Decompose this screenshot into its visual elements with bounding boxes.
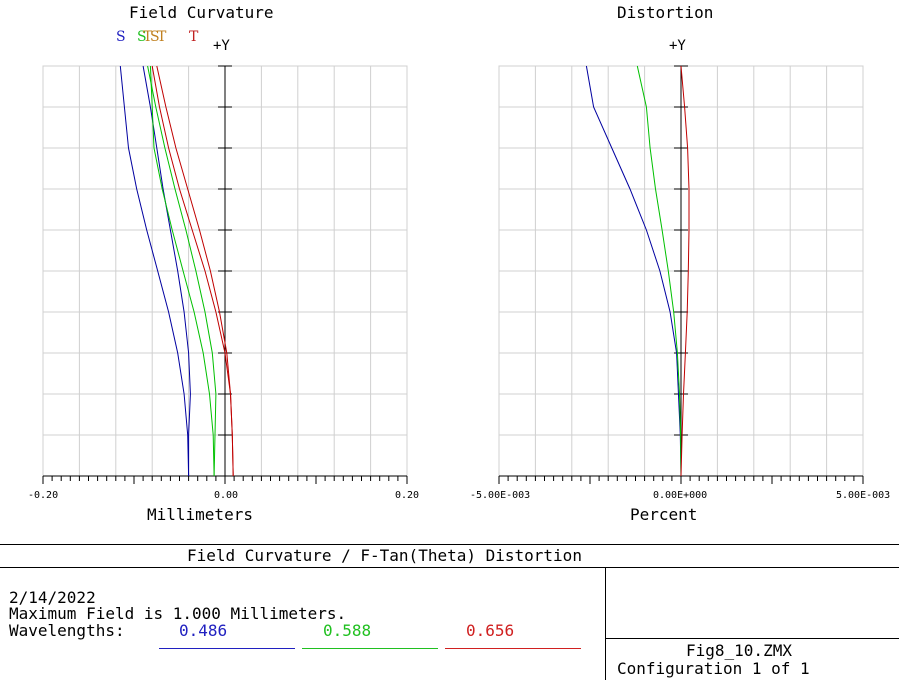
info-title-divider [0,567,899,568]
info-vertical-divider [605,567,606,680]
distortion-axis-label: +Y [669,38,686,54]
dist-series-line-2 [680,65,690,477]
dist-tick-label-left: -5.00E-003 [470,490,531,501]
main-title: Field Curvature / F-Tan(Theta) Distortio… [187,546,582,565]
dist-series-line-1 [636,65,682,477]
field-curvature-title: Field Curvature [129,3,274,22]
plots-area [42,65,864,484]
fc-series-line-1 [142,65,191,476]
wavelength-line-blue [159,648,295,649]
legend-label: T [157,29,167,45]
legend-label: S [150,29,160,45]
fc-series-line-0 [119,65,190,477]
fc-tick-label-left: -0.20 [28,490,59,501]
legend-label: S [116,29,126,45]
wavelength-value-blue: 0.486 [179,621,228,640]
wavelength-line-red [445,648,581,649]
wavelength-value-green: 0.588 [323,621,372,640]
info-file-divider [605,638,899,639]
fc-tick-label-center: 0.00 [214,490,239,501]
field-curvature-axis-label: +Y [213,38,230,54]
fc-series-line-3 [147,65,217,477]
legend-label: T [143,29,153,45]
dist-tick-label-right: 5.00E-003 [836,490,891,501]
legend-label: S [137,29,147,45]
fc-tick-label-right: 0.20 [395,490,420,501]
legend-label: T [189,29,199,45]
file-name: Fig8_10.ZMX [686,641,792,660]
wavelength-value-red: 0.656 [466,621,515,640]
distortion-xlabel: Percent [630,505,698,524]
dist-tick-label-center: 0.00E+000 [653,490,708,501]
wavelengths-label: Wavelengths: [9,621,125,640]
dist-series-line-0 [585,65,682,477]
configuration-text: Configuration 1 of 1 [617,659,810,678]
info-box-top-border [0,544,899,545]
field-curvature-xlabel: Millimeters [147,505,253,524]
max-field-text: Maximum Field is 1.000 Millimeters. [9,604,347,623]
date-text: 2/14/2022 [9,588,96,607]
wavelength-line-green [302,648,438,649]
distortion-title: Distortion [617,3,714,22]
fc-series-line-5 [151,65,234,477]
fc-series-line-2 [149,65,215,477]
